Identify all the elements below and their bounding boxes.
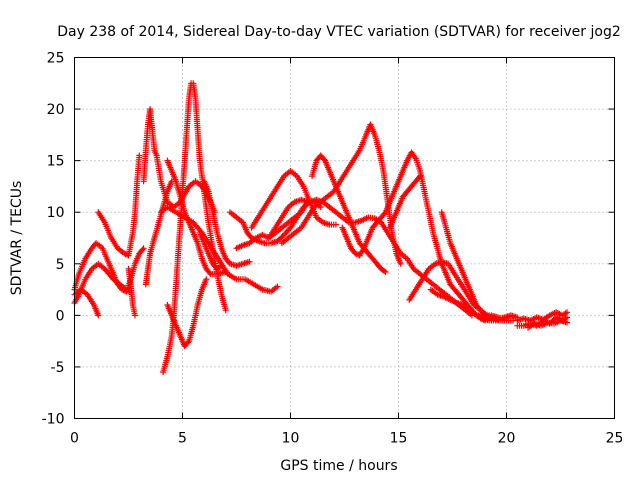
series-track-9 (164, 276, 210, 350)
data-point (206, 269, 213, 276)
data-point (564, 309, 570, 316)
series-track-2 (71, 260, 134, 306)
data-point (139, 246, 146, 253)
x-tick-label: 20 (498, 431, 516, 447)
data-point (274, 283, 281, 290)
y-tick-label: 25 (47, 51, 65, 67)
series-track-5 (125, 265, 138, 319)
data-point (184, 339, 191, 346)
data-point (564, 319, 570, 326)
x-tick-label: 25 (606, 431, 624, 447)
data-point (417, 173, 424, 180)
data-point (416, 174, 422, 181)
x-tick-label: 5 (178, 431, 187, 447)
data-point (218, 262, 225, 269)
series-track-3 (71, 286, 102, 319)
data-point (246, 258, 253, 265)
x-tick-label: 0 (70, 431, 79, 447)
series-track-28 (525, 317, 570, 331)
series-track-12 (196, 229, 225, 272)
x-tick-label: 10 (282, 431, 300, 447)
series-track-11 (157, 204, 281, 295)
series-track-18 (265, 196, 311, 241)
y-tick-label: 10 (47, 205, 65, 221)
series-track-4 (95, 152, 143, 259)
series-track-20 (339, 149, 488, 324)
series-track-21 (386, 173, 424, 231)
data-point (140, 245, 147, 252)
data-point (382, 269, 389, 275)
data-point (397, 260, 404, 267)
y-axis-label: SDTVAR / TECUs (9, 181, 25, 296)
data-point (95, 312, 102, 319)
series-track-13 (201, 178, 253, 269)
ticks (74, 57, 615, 419)
tick-labels: 0 5 10 15 20 25 -10 -5 0 5 10 15 20 25 (42, 51, 624, 447)
data-point (564, 314, 570, 321)
data-point (132, 312, 138, 319)
plot-frame (74, 57, 615, 419)
data-point (203, 276, 210, 283)
data-point (136, 152, 143, 159)
data-point (317, 204, 324, 211)
y-tick-label: -5 (51, 360, 65, 376)
series-track-19 (309, 152, 389, 275)
series-track-7 (142, 178, 175, 288)
chart-title: Day 238 of 2014, Sidereal Day-to-day VTE… (57, 24, 620, 40)
series-track-25 (475, 312, 521, 322)
data-point (332, 221, 339, 228)
y-tick-label: 20 (47, 102, 65, 118)
series-track-27 (514, 309, 570, 324)
y-tick-label: 5 (56, 257, 65, 273)
data-layer (71, 80, 570, 376)
series-track-17 (278, 121, 404, 267)
y-tick-label: -10 (42, 412, 65, 428)
data-point (222, 307, 229, 314)
x-tick-label: 15 (390, 431, 408, 447)
series-track-8 (160, 80, 229, 376)
data-point (304, 198, 311, 205)
grid (74, 57, 615, 419)
y-tick-label: 15 (47, 154, 65, 170)
x-axis-label: GPS time / hours (280, 458, 397, 474)
series-track-10 (164, 157, 229, 278)
y-tick-label: 0 (56, 308, 65, 324)
